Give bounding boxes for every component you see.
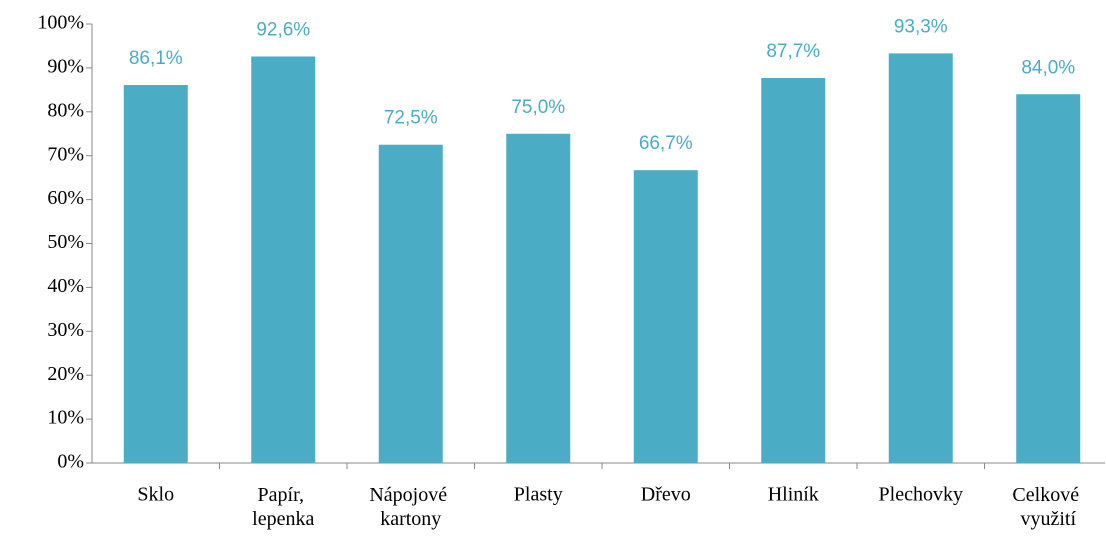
x-tick-label: Nápojové kartony xyxy=(369,484,452,530)
y-tick-label: 100% xyxy=(37,12,84,34)
x-tick-label: Plechovky xyxy=(879,484,963,506)
bar xyxy=(251,56,316,464)
y-tick-label: 60% xyxy=(47,187,84,209)
bar xyxy=(761,77,826,463)
y-tick-label: 20% xyxy=(47,363,84,385)
x-tick-label: Sklo xyxy=(137,484,174,506)
value-label: 72,5% xyxy=(384,108,438,129)
value-label: 92,6% xyxy=(256,20,310,41)
value-label: 87,7% xyxy=(766,41,820,62)
y-tick-label: 0% xyxy=(57,451,84,473)
y-tick-label: 30% xyxy=(47,319,84,341)
bar xyxy=(1016,94,1081,464)
x-tick-label-line: lepenka xyxy=(252,508,314,530)
bar xyxy=(888,53,953,464)
y-tick-label: 40% xyxy=(47,275,84,297)
y-tick-label: 80% xyxy=(47,99,84,121)
x-tick-label-line: Nápojové xyxy=(369,484,452,506)
x-tick-label: Hliník xyxy=(768,484,819,506)
value-label: 75,0% xyxy=(511,97,565,118)
x-tick-label-line: kartony xyxy=(380,508,441,530)
y-tick-label: 50% xyxy=(47,231,84,253)
x-tick-label: Plasty xyxy=(514,484,563,506)
value-label: 66,7% xyxy=(639,133,693,154)
x-tick-label-line: Papír, xyxy=(258,484,309,506)
x-tick-label: Papír, lepenka xyxy=(252,484,314,530)
x-tick-label: Dřevo xyxy=(641,484,691,506)
x-tick-label-line: Celkové xyxy=(1012,484,1084,506)
x-tick-label-line: využití xyxy=(1020,508,1076,530)
bar xyxy=(123,85,188,464)
bar xyxy=(378,144,443,463)
value-label: 84,0% xyxy=(1021,57,1075,78)
x-tick-label: Celkové využití xyxy=(1012,484,1084,530)
bar xyxy=(633,170,698,463)
y-tick-label: 70% xyxy=(47,143,84,165)
y-tick-label: 90% xyxy=(47,55,84,77)
bar xyxy=(506,133,571,463)
value-label: 93,3% xyxy=(894,16,948,37)
y-tick-label: 10% xyxy=(47,407,84,429)
value-label: 86,1% xyxy=(129,48,183,69)
